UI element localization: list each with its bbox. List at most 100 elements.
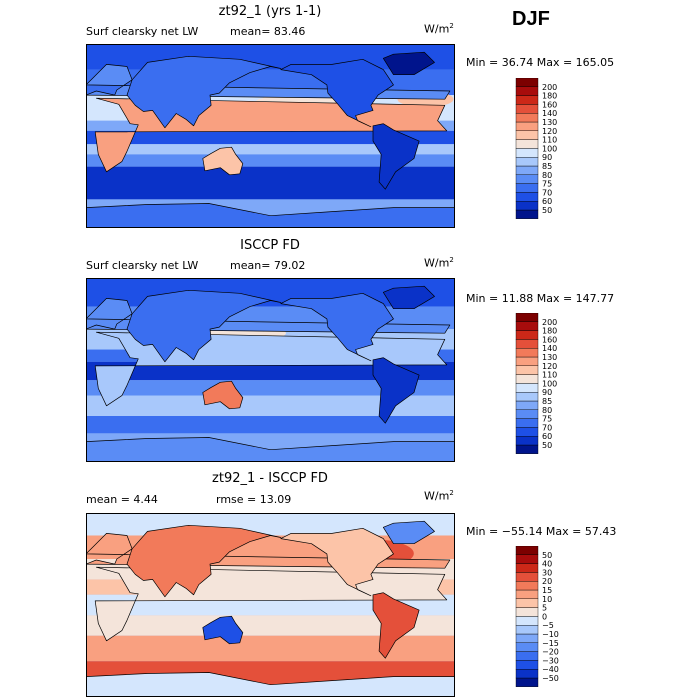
colorbar-box [515,104,539,114]
colorbar-box [515,383,539,393]
colorbar-box [515,313,539,323]
colorbar-tick-label: 100 [542,144,557,153]
colorbar-box [515,572,539,582]
panel1-title: zt92_1 (yrs 1-1) [218,4,322,19]
colorbar-tick-label: 120 [542,127,557,136]
colorbar-box [515,139,539,149]
colorbar-box [515,356,539,367]
panel2-title: ISCCP FD [240,238,300,253]
colorbar-box [515,563,539,573]
colorbar-tick-label: 80 [542,406,552,415]
colorbar-box [515,554,539,564]
colorbar-box [515,633,539,644]
season-label: DJF [512,8,550,30]
panel2-mean-label: mean= 79.02 [230,259,306,272]
colorbar-tick-label: 70 [542,423,552,432]
colorbar-box [515,677,539,688]
colorbar-box [515,86,539,96]
colorbar-tick-label: −30 [542,656,559,665]
panel1-minmax: Min = 36.74 Max = 165.05 [466,56,615,69]
colorbar-box [515,209,539,220]
colorbar-tick-label: 140 [542,109,557,118]
colorbar-box [515,121,539,132]
colorbar-tick-label: 5 [542,604,547,613]
colorbar-tick-label: 20 [542,577,552,586]
colorbar-box [515,130,539,140]
colorbar-tick-label: 90 [542,153,552,162]
colorbar-box [515,156,539,167]
colorbar-box [515,616,539,626]
panel3-minmax: Min = −55.14 Max = 57.43 [466,525,617,538]
colorbar-box [515,668,539,679]
colorbar-box [515,651,539,661]
colorbar-box [515,642,539,652]
panel3-units: W/m2 [424,489,454,503]
colorbar-box [515,589,539,600]
panel3-title: zt92_1 - ISCCP FD [212,471,328,486]
colorbar-tick-label: 200 [542,318,557,327]
colorbar-tick-label: 110 [542,371,557,380]
colorbar-tick-label: 50 [542,551,552,560]
colorbar-box [515,192,539,202]
colorbar-tick-label: 30 [542,568,552,577]
colorbar-box [515,374,539,384]
colorbar-box [515,435,539,446]
colorbar-tick-label: −50 [542,674,559,683]
colorbar-tick-label: −15 [542,639,559,648]
panel1-mean-label: mean= 83.46 [230,25,306,38]
colorbar-tick-label: 90 [542,388,552,397]
colorbar-box [515,339,539,349]
colorbar-tick-label: 140 [542,344,557,353]
colorbar-box [515,365,539,375]
colorbar-box [515,113,539,123]
colorbar-box [515,348,539,358]
colorbar-tick-label: 40 [542,560,552,569]
colorbar-box [515,607,539,617]
colorbar-tick-label: 15 [542,586,552,595]
colorbar-tick-label: −5 [542,621,554,630]
colorbar-tick-label: 110 [542,136,557,145]
panel3-map [86,513,455,697]
colorbar-tick-label: 60 [542,432,552,441]
colorbar-box [515,391,539,402]
colorbar-tick-label: 180 [542,327,557,336]
colorbar-tick-label: 180 [542,92,557,101]
colorbar-box [515,444,539,455]
colorbar-tick-label: 200 [542,83,557,92]
colorbar-tick-label: 85 [542,397,552,406]
panel3-mean-label: mean = 4.44 [86,493,158,506]
colorbar-tick-label: 130 [542,353,557,362]
colorbar-tick-label: 50 [542,206,552,215]
colorbar-tick-label: 120 [542,362,557,371]
panel3-rmse-label: rmse = 13.09 [216,493,292,506]
colorbar-box [515,174,539,184]
colorbar-tick-label: 0 [542,612,547,621]
panel2-map [86,278,455,462]
colorbar-tick-label: 130 [542,118,557,127]
panel1-map [86,44,455,228]
panel1-units: W/m2 [424,22,454,36]
colorbar-tick-label: 50 [542,441,552,450]
colorbar-tick-label: 85 [542,162,552,171]
colorbar-box [515,409,539,419]
colorbar-tick-label: −20 [542,648,559,657]
colorbar-box [515,95,539,105]
colorbar-box [515,546,539,556]
colorbar-box [515,624,539,635]
colorbar-tick-label: 70 [542,188,552,197]
colorbar-tick-label: 160 [542,100,557,109]
colorbar-box [515,148,539,158]
colorbar-box [515,660,539,670]
colorbar-tick-label: 80 [542,171,552,180]
colorbar-box [515,321,539,331]
colorbar-box [515,418,539,428]
colorbar-box [515,200,539,211]
panel2-left-label: Surf clearsky net LW [86,259,199,272]
colorbar-tick-label: −10 [542,630,559,639]
panel2-minmax: Min = 11.88 Max = 147.77 [466,292,615,305]
colorbar-tick-label: 100 [542,379,557,388]
colorbar-box [515,165,539,176]
colorbar-tick-label: 10 [542,595,552,604]
